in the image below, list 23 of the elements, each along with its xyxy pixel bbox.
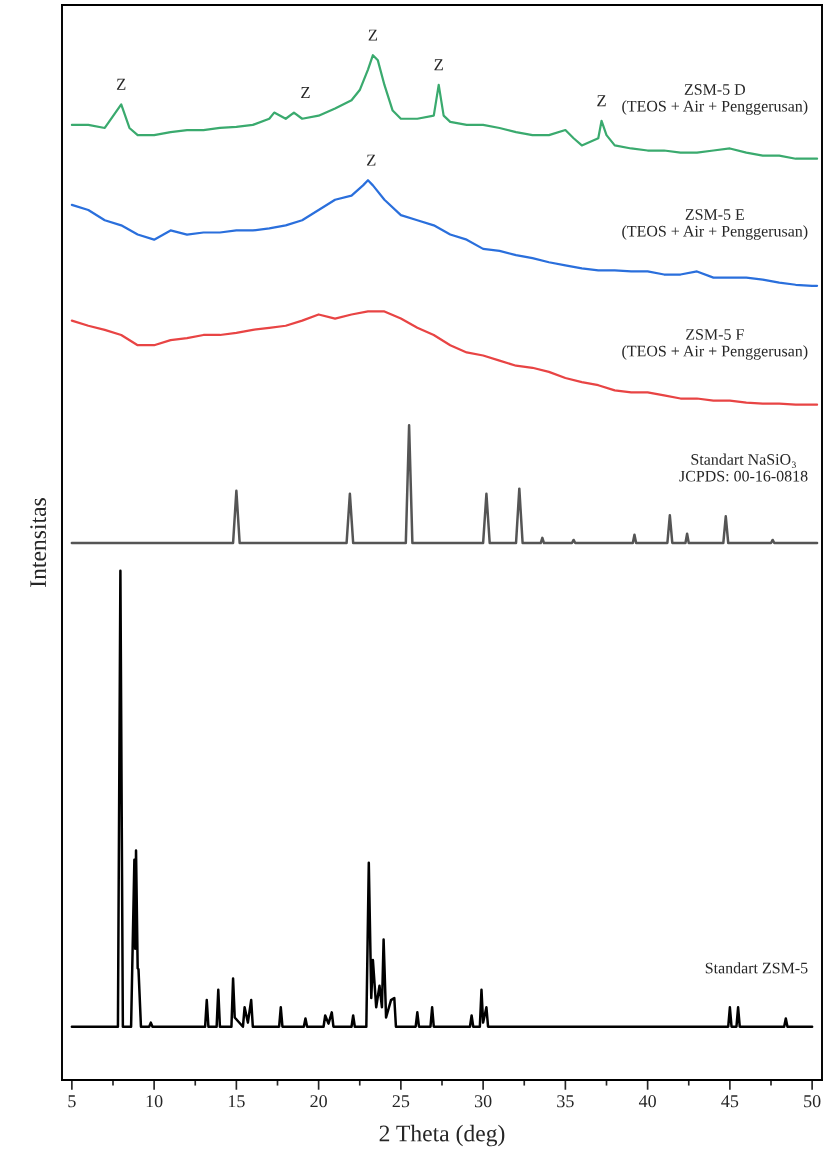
x-tick-label: 15	[228, 1095, 245, 1108]
x-tick-label: 35	[557, 1095, 574, 1108]
y-axis-title: Intensitas	[30, 498, 47, 587]
annotation: Z	[116, 78, 126, 90]
x-tick-label: 5	[68, 1095, 76, 1108]
x-tick-label: 30	[474, 1095, 492, 1108]
x-tick-label: 45	[721, 1095, 739, 1108]
series-label: ZSM-5 E (TEOS + Air + Penggerusan)	[622, 209, 808, 240]
series-label: ZSM-5 F (TEOS + Air + Penggerusan)	[622, 329, 808, 360]
annotation: Z	[366, 154, 376, 166]
x-tick-label: 40	[638, 1095, 656, 1108]
annotation: Z	[597, 95, 606, 107]
x-tick-label: 25	[392, 1095, 410, 1108]
x-axis-title: 2 Theta (deg)	[379, 1124, 505, 1147]
annotation: Z	[368, 29, 378, 41]
annotation: Z	[301, 87, 310, 98]
text: Standart NaSiO₃ JCPDS: 00-16-0818	[679, 453, 808, 482]
annotation: Z	[434, 59, 443, 71]
x-tick-label: 10	[146, 1095, 163, 1108]
text: Standart ZSM-5	[705, 962, 808, 974]
x-tick-label: 50	[804, 1095, 821, 1108]
x-tick-label: 20	[310, 1095, 327, 1108]
series-label: ZSM-5 D (TEOS + Air + Penggerusan)	[622, 84, 808, 115]
